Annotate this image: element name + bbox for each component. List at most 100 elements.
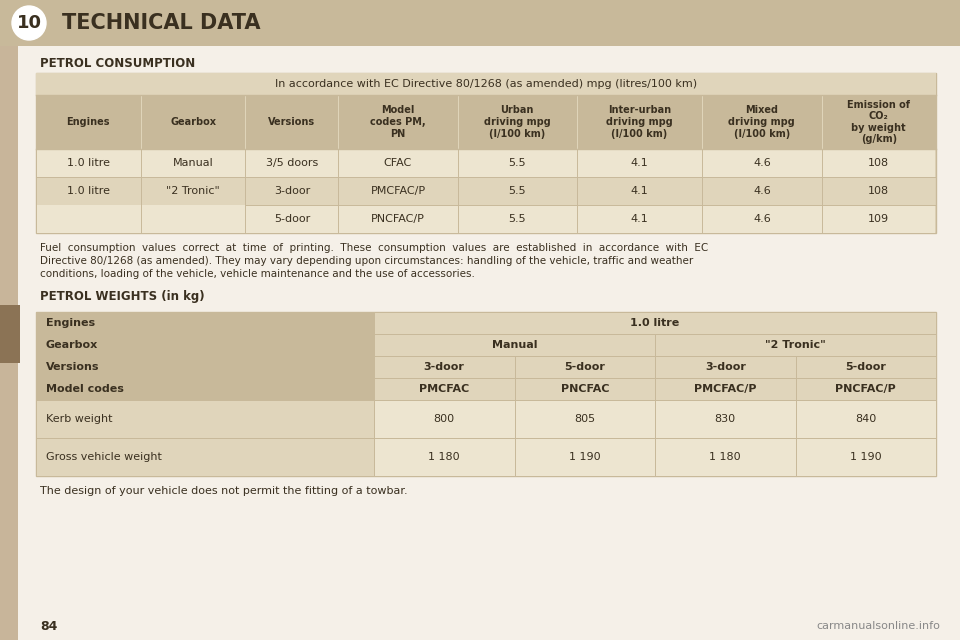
Circle shape bbox=[12, 6, 46, 40]
Text: PMCFAC/P: PMCFAC/P bbox=[694, 384, 756, 394]
Text: 4.1: 4.1 bbox=[631, 214, 648, 224]
Text: TECHNICAL DATA: TECHNICAL DATA bbox=[62, 13, 260, 33]
Text: 1.0 litre: 1.0 litre bbox=[67, 158, 109, 168]
Text: The design of your vehicle does not permit the fitting of a towbar.: The design of your vehicle does not perm… bbox=[40, 486, 408, 496]
FancyBboxPatch shape bbox=[36, 312, 374, 334]
Text: 4.1: 4.1 bbox=[631, 186, 648, 196]
Text: Inter-urban
driving mpg
(l/100 km): Inter-urban driving mpg (l/100 km) bbox=[606, 106, 673, 139]
FancyBboxPatch shape bbox=[374, 334, 655, 356]
Text: conditions, loading of the vehicle, vehicle maintenance and the use of accessori: conditions, loading of the vehicle, vehi… bbox=[40, 269, 475, 279]
Text: Model codes: Model codes bbox=[46, 384, 124, 394]
Text: Urban
driving mpg
(l/100 km): Urban driving mpg (l/100 km) bbox=[484, 106, 551, 139]
Text: In accordance with EC Directive 80/1268 (as amended) mpg (litres/100 km): In accordance with EC Directive 80/1268 … bbox=[275, 79, 697, 89]
FancyBboxPatch shape bbox=[515, 356, 655, 378]
Text: Versions: Versions bbox=[46, 362, 100, 372]
Text: PNCFAC/P: PNCFAC/P bbox=[371, 214, 425, 224]
Text: 1 190: 1 190 bbox=[850, 452, 881, 462]
Text: 3-door: 3-door bbox=[274, 186, 310, 196]
FancyBboxPatch shape bbox=[374, 378, 515, 400]
Text: 1 180: 1 180 bbox=[428, 452, 460, 462]
FancyBboxPatch shape bbox=[36, 312, 936, 476]
Text: Versions: Versions bbox=[268, 117, 316, 127]
FancyBboxPatch shape bbox=[655, 334, 936, 356]
Text: Directive 80/1268 (as amended). They may vary depending upon circumstances: hand: Directive 80/1268 (as amended). They may… bbox=[40, 256, 693, 266]
Text: 5.5: 5.5 bbox=[509, 186, 526, 196]
Text: 108: 108 bbox=[868, 186, 889, 196]
FancyBboxPatch shape bbox=[374, 356, 515, 378]
Text: 3-door: 3-door bbox=[423, 362, 465, 372]
FancyBboxPatch shape bbox=[37, 149, 935, 177]
FancyBboxPatch shape bbox=[655, 438, 796, 476]
FancyBboxPatch shape bbox=[374, 400, 515, 438]
Text: 5-door: 5-door bbox=[274, 214, 310, 224]
FancyBboxPatch shape bbox=[36, 334, 374, 356]
Text: Gearbox: Gearbox bbox=[46, 340, 98, 350]
FancyBboxPatch shape bbox=[796, 438, 936, 476]
Text: Gross vehicle weight: Gross vehicle weight bbox=[46, 452, 162, 462]
Text: 840: 840 bbox=[855, 414, 876, 424]
Text: 5.5: 5.5 bbox=[509, 158, 526, 168]
Text: 4.6: 4.6 bbox=[753, 186, 771, 196]
Text: Manual: Manual bbox=[492, 340, 538, 350]
Text: Gearbox: Gearbox bbox=[170, 117, 216, 127]
Text: PNCFAC: PNCFAC bbox=[561, 384, 609, 394]
Text: "2 Tronic": "2 Tronic" bbox=[765, 340, 826, 350]
Text: 3/5 doors: 3/5 doors bbox=[266, 158, 318, 168]
Text: 805: 805 bbox=[574, 414, 595, 424]
Text: Engines: Engines bbox=[66, 117, 110, 127]
FancyBboxPatch shape bbox=[655, 400, 796, 438]
Text: PMCFAC/P: PMCFAC/P bbox=[371, 186, 425, 196]
FancyBboxPatch shape bbox=[374, 312, 936, 334]
Text: 1.0 litre: 1.0 litre bbox=[631, 318, 680, 328]
Text: PETROL WEIGHTS (in kg): PETROL WEIGHTS (in kg) bbox=[40, 290, 204, 303]
Text: 800: 800 bbox=[434, 414, 455, 424]
Text: Mixed
driving mpg
(l/100 km): Mixed driving mpg (l/100 km) bbox=[729, 106, 795, 139]
FancyBboxPatch shape bbox=[36, 95, 936, 149]
Text: CFAC: CFAC bbox=[384, 158, 412, 168]
Text: Manual: Manual bbox=[173, 158, 213, 168]
Text: Engines: Engines bbox=[46, 318, 95, 328]
Text: 109: 109 bbox=[868, 214, 889, 224]
Text: PETROL CONSUMPTION: PETROL CONSUMPTION bbox=[40, 57, 195, 70]
FancyBboxPatch shape bbox=[515, 438, 655, 476]
FancyBboxPatch shape bbox=[37, 177, 935, 205]
FancyBboxPatch shape bbox=[36, 438, 374, 476]
Text: 5-door: 5-door bbox=[564, 362, 605, 372]
Text: 4.6: 4.6 bbox=[753, 158, 771, 168]
Text: 10: 10 bbox=[16, 14, 41, 32]
FancyBboxPatch shape bbox=[796, 356, 936, 378]
Text: 1.0 litre: 1.0 litre bbox=[67, 186, 109, 196]
FancyBboxPatch shape bbox=[37, 205, 935, 233]
FancyBboxPatch shape bbox=[0, 46, 18, 640]
Text: Model
codes PM,
PN: Model codes PM, PN bbox=[371, 106, 426, 139]
FancyBboxPatch shape bbox=[36, 378, 374, 400]
Text: 4.6: 4.6 bbox=[753, 214, 771, 224]
FancyBboxPatch shape bbox=[796, 400, 936, 438]
FancyBboxPatch shape bbox=[36, 356, 374, 378]
FancyBboxPatch shape bbox=[796, 378, 936, 400]
Text: 108: 108 bbox=[868, 158, 889, 168]
FancyBboxPatch shape bbox=[655, 356, 796, 378]
Text: "2 Tronic": "2 Tronic" bbox=[166, 186, 220, 196]
Text: 1 190: 1 190 bbox=[569, 452, 601, 462]
Text: 830: 830 bbox=[714, 414, 735, 424]
FancyBboxPatch shape bbox=[0, 305, 20, 363]
Text: PNCFAC/P: PNCFAC/P bbox=[835, 384, 896, 394]
Text: Fuel  consumption  values  correct  at  time  of  printing.  These  consumption : Fuel consumption values correct at time … bbox=[40, 243, 708, 253]
Text: 4.1: 4.1 bbox=[631, 158, 648, 168]
Text: 3-door: 3-door bbox=[705, 362, 746, 372]
FancyBboxPatch shape bbox=[36, 73, 936, 95]
FancyBboxPatch shape bbox=[655, 378, 796, 400]
Text: Kerb weight: Kerb weight bbox=[46, 414, 112, 424]
FancyBboxPatch shape bbox=[515, 378, 655, 400]
Text: 5-door: 5-door bbox=[846, 362, 886, 372]
Text: carmanualsonline.info: carmanualsonline.info bbox=[816, 621, 940, 631]
Text: 84: 84 bbox=[40, 620, 58, 632]
Text: 1 180: 1 180 bbox=[709, 452, 741, 462]
FancyBboxPatch shape bbox=[0, 0, 960, 46]
FancyBboxPatch shape bbox=[515, 400, 655, 438]
FancyBboxPatch shape bbox=[374, 438, 515, 476]
FancyBboxPatch shape bbox=[36, 73, 936, 233]
Text: Emission of
CO₂
by weight
(g/km): Emission of CO₂ by weight (g/km) bbox=[848, 100, 910, 145]
Text: PMCFAC: PMCFAC bbox=[420, 384, 469, 394]
